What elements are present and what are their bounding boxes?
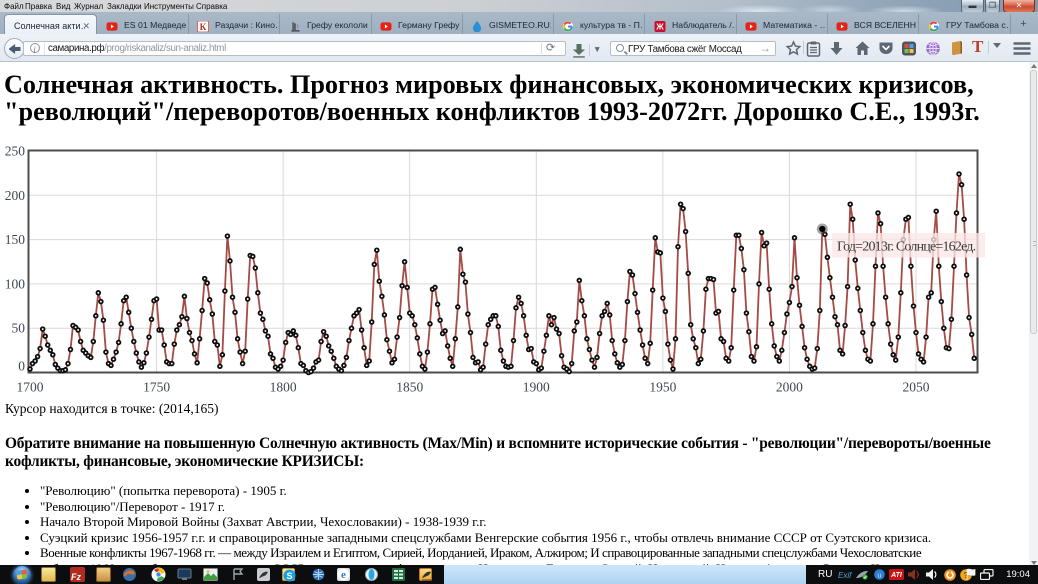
svg-text:2050: 2050: [903, 380, 930, 395]
svg-text:1900: 1900: [523, 380, 550, 395]
svg-text:1950: 1950: [649, 380, 676, 395]
svg-text:Год=2013г. Солнце=162ед.: Год=2013г. Солнце=162ед.: [837, 240, 976, 255]
svg-text:ATI: ATI: [890, 572, 903, 579]
svg-text:50: 50: [12, 321, 26, 336]
svg-text:2000: 2000: [776, 380, 803, 395]
svg-text:150: 150: [5, 232, 26, 247]
svg-text:200: 200: [5, 188, 26, 203]
svg-text:1850: 1850: [396, 380, 423, 395]
svg-text:?: ?: [964, 571, 969, 580]
svg-text:250: 250: [5, 145, 26, 159]
svg-text:1800: 1800: [270, 380, 297, 395]
svg-text:Ж: Ж: [655, 22, 664, 31]
svg-text:0: 0: [18, 359, 25, 374]
svg-text:Exif: Exif: [838, 571, 852, 580]
svg-text:К: К: [200, 21, 207, 31]
svg-text:1750: 1750: [143, 380, 170, 395]
svg-text:S: S: [286, 571, 292, 581]
svg-text:u: u: [877, 570, 881, 579]
svg-text:100: 100: [5, 276, 26, 291]
svg-text:1700: 1700: [17, 380, 44, 395]
svg-text:e: e: [341, 569, 346, 581]
